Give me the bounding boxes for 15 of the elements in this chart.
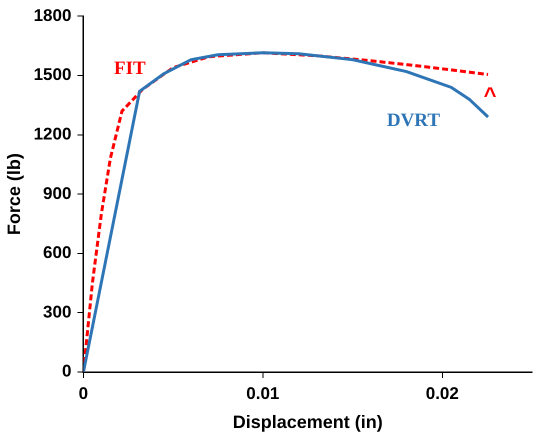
x-tick-label: 0.01: [246, 384, 280, 403]
y-tick-label: 600: [43, 243, 72, 262]
x-axis-title: Displacement (in): [232, 412, 383, 432]
y-axis-title: Force (lb): [4, 153, 24, 236]
y-tick-label: 1800: [34, 6, 72, 25]
y-tick-label: 1500: [34, 65, 72, 84]
y-tick-label: 300: [43, 302, 72, 322]
y-tick-label: 1200: [34, 124, 72, 144]
y-tick-label: 0: [62, 362, 72, 381]
x-tick-label: 0.02: [426, 384, 459, 403]
series-label: FIT: [114, 58, 146, 79]
x-tick-label: 0: [78, 384, 88, 403]
series-label: DVRT: [386, 110, 440, 131]
y-tick-label: 900: [43, 184, 72, 203]
annotation: ^: [484, 82, 497, 108]
